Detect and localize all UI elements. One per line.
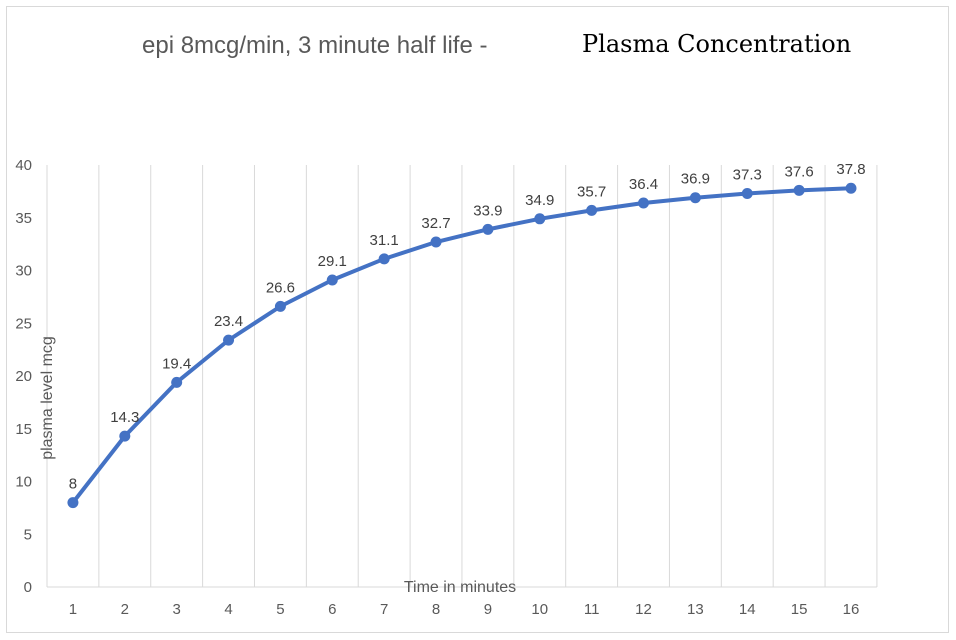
data-point — [430, 236, 442, 248]
x-tick-label: 11 — [584, 601, 600, 618]
data-point — [171, 376, 183, 388]
data-point — [119, 430, 131, 442]
x-tick-label: 9 — [484, 601, 492, 618]
y-tick-label: 20 — [15, 368, 32, 385]
y-tick-label: 5 — [24, 526, 32, 543]
data-label: 26.6 — [266, 279, 295, 296]
y-axis-label: plasma level mcg — [39, 336, 56, 460]
x-tick-label: 13 — [687, 601, 704, 618]
x-tick-label: 10 — [531, 601, 548, 618]
data-point — [67, 497, 79, 509]
y-tick-label: 25 — [15, 315, 32, 332]
data-label: 37.3 — [733, 166, 762, 183]
data-label: 35.7 — [577, 183, 606, 200]
data-point — [689, 192, 701, 204]
y-tick-label: 15 — [15, 421, 32, 438]
data-labels: 8 14.3 19.4 23.4 26.6 29.1 31.1 32.7 33.9 34.9 35.… — [69, 161, 866, 492]
series-line — [70, 186, 853, 505]
data-label: 19.4 — [162, 355, 191, 372]
x-tick-label: 4 — [224, 601, 232, 618]
x-tick-label: 7 — [380, 601, 388, 618]
data-point — [326, 274, 338, 286]
data-point — [534, 213, 546, 225]
x-tick-label: 12 — [635, 601, 652, 618]
data-points — [67, 182, 857, 509]
x-tick-label: 16 — [843, 601, 860, 618]
x-tick-label: 2 — [121, 601, 129, 618]
x-tick-label: 1 — [69, 601, 77, 618]
data-label: 34.9 — [525, 192, 554, 209]
data-point — [482, 223, 494, 235]
data-label: 14.3 — [110, 409, 139, 426]
x-tick-label: 15 — [791, 601, 808, 618]
data-label: 36.4 — [629, 176, 658, 193]
data-point — [378, 253, 390, 265]
data-point — [274, 300, 286, 312]
y-tick-label: 40 — [15, 157, 32, 174]
data-label: 37.8 — [836, 161, 865, 178]
data-label: 32.7 — [421, 215, 450, 232]
data-label: 31.1 — [370, 232, 399, 249]
data-point — [638, 197, 650, 209]
gridlines — [46, 165, 878, 588]
data-label: 29.1 — [318, 253, 347, 270]
data-label: 8 — [69, 476, 77, 493]
y-axis-ticks: 0 5 10 15 20 25 30 35 40 — [15, 157, 32, 596]
x-tick-label: 5 — [276, 601, 284, 618]
data-point — [741, 187, 753, 199]
data-label: 23.4 — [214, 313, 243, 330]
y-tick-label: 35 — [15, 210, 32, 227]
data-point — [793, 184, 805, 196]
data-point — [845, 182, 857, 194]
x-axis-label: Time in minutes — [404, 579, 516, 596]
data-label: 33.9 — [473, 202, 502, 219]
x-tick-label: 6 — [328, 601, 336, 618]
x-tick-label: 3 — [173, 601, 181, 618]
chart-subtitle: Plasma Concentration — [582, 30, 852, 58]
chart-title: epi 8mcg/min, 3 minute half life - — [142, 32, 488, 59]
y-tick-label: 30 — [15, 263, 32, 280]
data-label: 36.9 — [681, 171, 710, 188]
x-tick-label: 14 — [739, 601, 756, 618]
x-axis-ticks: 1 2 3 4 5 6 7 8 9 10 11 12 13 14 15 16 — [69, 601, 860, 618]
data-label: 37.6 — [785, 163, 814, 180]
x-tick-label: 8 — [432, 601, 440, 618]
data-point — [586, 204, 598, 216]
y-tick-label: 0 — [24, 579, 32, 596]
data-point — [223, 334, 235, 346]
chart-frame — [6, 6, 949, 633]
y-tick-label: 10 — [15, 474, 32, 491]
